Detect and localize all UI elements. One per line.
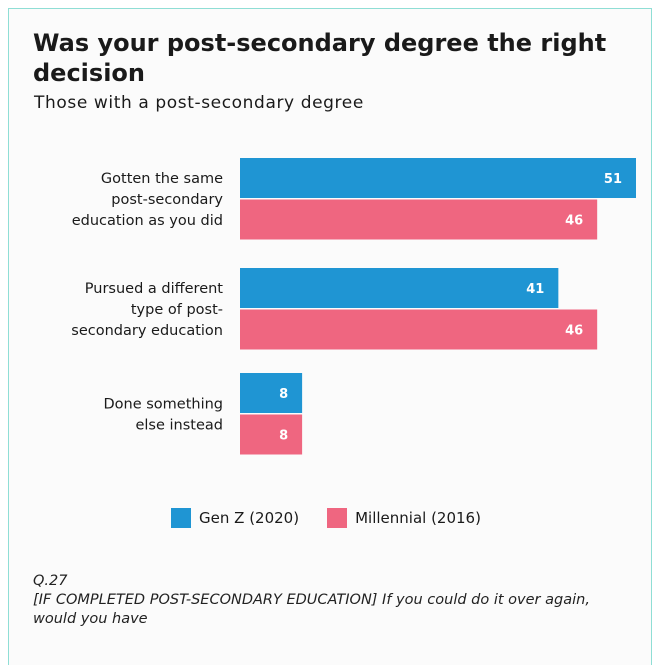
chart-title: Was your post-secondary degree the right… [33, 29, 607, 87]
chart-subtitle: Those with a post-secondary degree [34, 93, 364, 113]
legend-label-gen-z: Gen Z (2020) [199, 509, 300, 527]
data-label: 41 [526, 282, 544, 297]
bar [240, 158, 636, 198]
legend-swatch-gen-z [171, 508, 192, 528]
footnote-question-text: [IF COMPLETED POST-SECONDARY EDUCATION] … [33, 592, 590, 627]
data-label: 51 [604, 172, 622, 187]
category-label: Pursued a different type of post-secondar… [71, 281, 223, 339]
data-label: 46 [565, 324, 583, 339]
legend-swatch-millennial [327, 508, 348, 528]
bar [240, 373, 303, 413]
bar [240, 268, 559, 308]
data-label: 8 [279, 387, 288, 402]
footnote: Q.27 [IF COMPLETED POST-SECONDARY EDUCAT… [33, 572, 633, 629]
footnote-question-number: Q.27 [33, 573, 68, 589]
category-label: Gotten the same post-secondary education a… [72, 171, 224, 229]
legend-item-gen-z: Gen Z (2020) [171, 508, 299, 528]
bar [240, 199, 598, 240]
bar [240, 414, 303, 455]
chart-legend: Gen Z (2020) Millennial (2016) [0, 508, 652, 528]
legend-label-millennial: Millennial (2016) [355, 509, 481, 527]
legend-item-millennial: Millennial (2016) [327, 508, 481, 528]
data-label: 46 [565, 214, 583, 229]
bar-chart: Gotten the same post-secondary education a… [71, 158, 636, 455]
data-label: 8 [279, 429, 288, 444]
category-label: Done something else instead [103, 396, 223, 433]
bar [240, 309, 598, 350]
